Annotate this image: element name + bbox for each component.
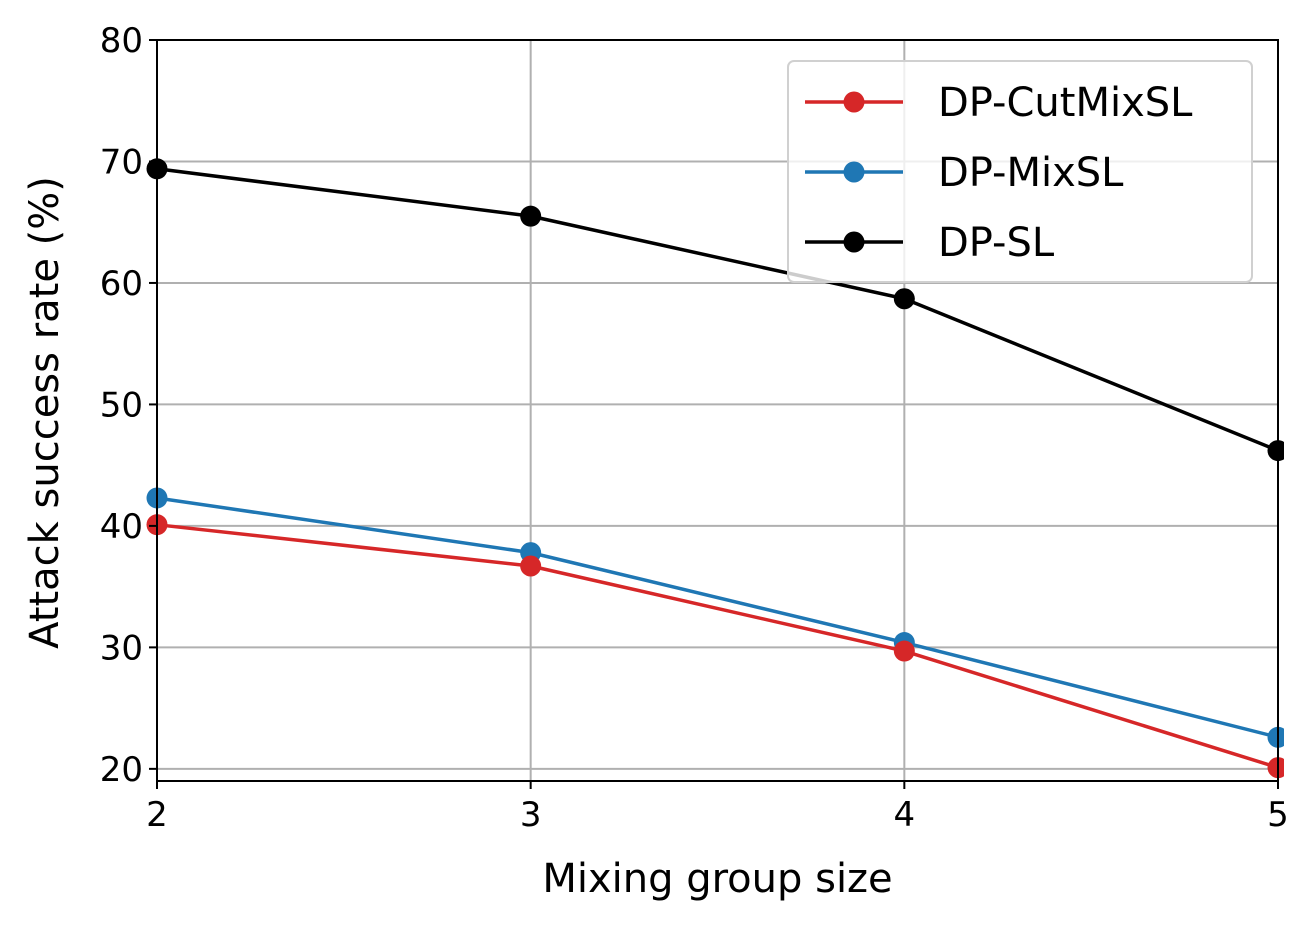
plot-frame (156, 39, 1279, 782)
y-tick-label: 20 (100, 750, 143, 790)
data-point (1267, 440, 1284, 462)
series-line (156, 522, 1279, 770)
legend: DP-CutMixSL DP-MixSL DP-SL (787, 60, 1253, 283)
x-tick-label: 3 (520, 795, 542, 835)
legend-box (787, 60, 1253, 283)
y-axis-label: Attack success rate (%) (22, 176, 68, 649)
legend-label: DP-MixSL (938, 150, 1124, 196)
legend-label: DP-CutMixSL (938, 80, 1193, 126)
y-tick-label: 30 (100, 628, 143, 668)
legend-marker (843, 231, 865, 253)
y-tick-label: 50 (100, 385, 143, 425)
y-tick-label: 70 (100, 142, 143, 182)
legend-item: DP-SL (805, 220, 1055, 266)
y-tick-label: 80 (100, 21, 143, 61)
x-tick-label: 2 (146, 795, 168, 835)
y-tick-label: 40 (100, 507, 143, 547)
data-point (893, 288, 915, 310)
y-tick-label: 60 (100, 264, 143, 304)
legend-marker (843, 91, 865, 113)
x-tick-label: 4 (894, 795, 916, 835)
series-dp-sl (146, 158, 1284, 462)
x-tick-label: 5 (1267, 795, 1289, 835)
series-layer (146, 158, 1284, 779)
data-point (1267, 757, 1284, 779)
series-line (156, 496, 1279, 739)
data-point (1267, 726, 1284, 748)
data-point (520, 555, 542, 577)
series-line (156, 167, 1279, 453)
legend-label: DP-SL (938, 220, 1055, 266)
data-point (893, 640, 915, 662)
data-point (520, 205, 542, 227)
x-axis-label: Mixing group size (542, 856, 892, 902)
ticks: 2 3 4 5 20 30 40 50 60 70 80 (100, 21, 1289, 835)
legend-item: DP-CutMixSL (805, 80, 1193, 126)
legend-marker (843, 161, 865, 183)
series-dp-cutmixsl (146, 514, 1284, 779)
legend-item: DP-MixSL (805, 150, 1124, 196)
